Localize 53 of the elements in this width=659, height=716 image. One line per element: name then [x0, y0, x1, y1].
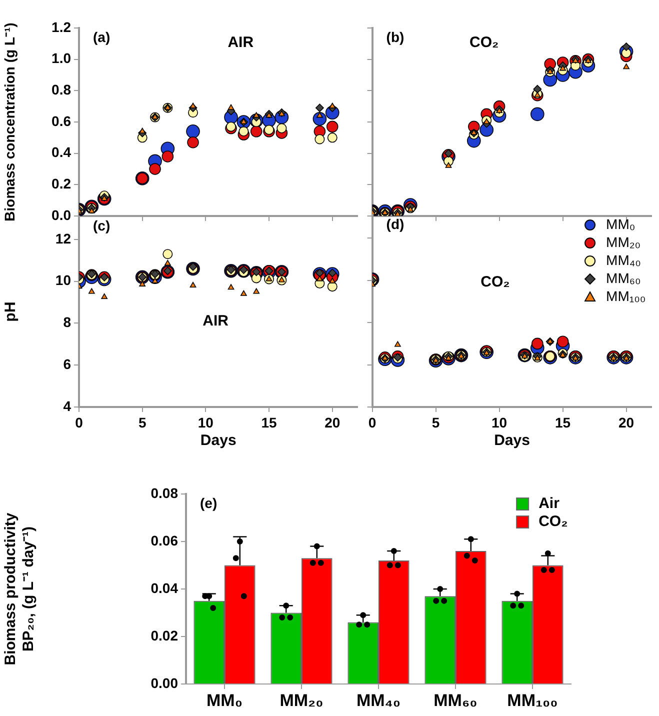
y-tick-label: 0.06: [150, 532, 178, 548]
chart-title: (b): [386, 28, 404, 45]
legend-label: Air: [538, 495, 560, 512]
x-tick-label: 10: [198, 414, 214, 430]
x-tick-label: MM₂₀: [280, 690, 324, 710]
x-tick-label: MM₄₀: [356, 690, 401, 710]
legend-label: MM₄₀: [606, 252, 642, 268]
legend-label: MM₆₀: [606, 270, 641, 286]
x-axis-title: Days: [200, 432, 236, 450]
legend-label: CO₂: [538, 513, 568, 530]
chart-subtitle: CO₂: [469, 34, 499, 52]
y-tick-label: 0.6: [52, 112, 72, 129]
x-tick-label: 5: [432, 414, 440, 430]
chart-title: (a): [93, 28, 110, 45]
y-tick-label: 0.00: [150, 674, 178, 691]
y-tick-label: 0.0: [52, 206, 72, 223]
y-tick-label: 0.8: [52, 82, 72, 98]
legend-label: MM₂₀: [606, 234, 641, 250]
text: AIR: [202, 312, 229, 330]
x-tick-label: 15: [261, 414, 278, 430]
y-tick-label: 0.08: [150, 484, 178, 501]
y-tick-label: 1.0: [52, 50, 72, 66]
y-axis-title: Biomass concentration (g L⁻¹): [1, 22, 18, 222]
x-axis-title: Days: [494, 432, 530, 450]
y-tick-label: 10: [55, 272, 72, 288]
x-tick-label: MM₆₀: [434, 690, 478, 710]
y-tick-label: 4: [63, 398, 72, 414]
y-tick-label: 8: [63, 314, 72, 330]
chart-title: (c): [93, 217, 110, 234]
x-tick-label: MM₀: [206, 690, 242, 710]
chart-title: (e): [200, 494, 218, 511]
y-tick-label: 0.02: [150, 627, 178, 644]
y-tick-label: 0.2: [52, 176, 72, 192]
y-tick-label: 1.2: [52, 18, 72, 35]
y-axis-title: Biomass productivity BP₂₀, (g L⁻¹ day⁻¹): [2, 512, 38, 666]
y-tick-label: 0.04: [150, 580, 178, 596]
chart-title: (d): [386, 216, 404, 232]
y-tick-label: 12: [55, 230, 72, 246]
x-tick-label: 0: [75, 414, 84, 430]
legend-label: MM₁₀₀: [606, 288, 646, 304]
x-tick-label: 20: [618, 414, 634, 430]
x-tick-label: 20: [324, 414, 340, 430]
chart-subtitle: AIR: [228, 34, 254, 52]
x-tick-label: 15: [555, 414, 571, 430]
y-tick-label: 6: [63, 356, 72, 372]
x-tick-label: 5: [138, 414, 146, 430]
y-axis-title: pH: [2, 302, 20, 322]
x-tick-label: MM₁₀₀: [507, 690, 558, 710]
x-tick-label: 10: [492, 414, 508, 430]
legend-label: MM₀: [606, 216, 636, 232]
y-tick-label: 0.4: [52, 144, 72, 160]
x-tick-label: 0: [368, 414, 376, 430]
text: CO₂: [480, 273, 510, 290]
